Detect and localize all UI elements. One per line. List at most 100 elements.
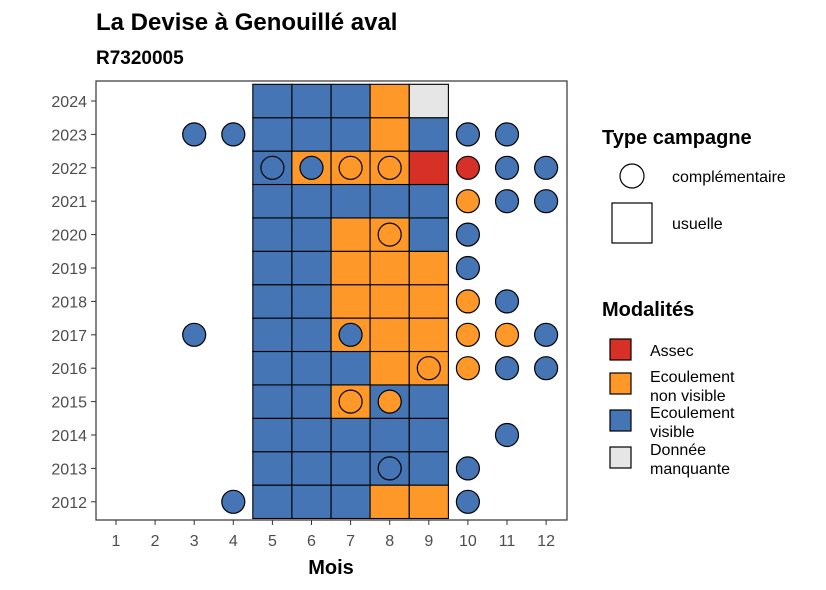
legend-type-title: Type campagne — [602, 127, 752, 149]
y-tick-label-2018: 2018 — [51, 294, 87, 311]
legend-key-ecoulement-visible — [609, 409, 632, 432]
tile-2019-5 — [252, 250, 293, 286]
point-2015-8 — [377, 389, 402, 414]
point-2020-8 — [377, 222, 402, 247]
tile-2024-8 — [369, 83, 410, 119]
tile-2014-9 — [408, 417, 449, 453]
tile-2020-6 — [291, 217, 332, 252]
legend-type-circle-key — [619, 163, 645, 189]
point-2017-10 — [455, 322, 480, 347]
point-2013-8 — [377, 456, 402, 481]
tile-2013-7 — [330, 451, 371, 486]
tile-2023-9 — [408, 117, 449, 152]
point-2016-12 — [533, 356, 559, 381]
y-tick-label-2012: 2012 — [51, 495, 87, 512]
tile-2022-9 — [408, 150, 449, 186]
tile-2012-9 — [408, 484, 449, 520]
tile-2012-7 — [330, 484, 371, 520]
point-2017-11 — [494, 322, 520, 347]
plot-panel-border — [95, 80, 568, 521]
x-axis: 1 2 3 4 5 6 7 8 9 10 11 12 — [112, 520, 555, 550]
point-2012-10 — [455, 489, 480, 514]
point-2021-11 — [494, 189, 520, 214]
tile-2019-6 — [291, 250, 332, 286]
point-2012-4 — [221, 489, 246, 514]
legend-type-label-complementaire: complémentaire — [672, 169, 786, 186]
point-2019-10 — [455, 255, 480, 281]
tile-2017-9 — [408, 317, 449, 353]
legend-type: Type campagne complémentaire usuelle — [602, 127, 786, 244]
point-2022-8 — [377, 155, 402, 180]
tile-2020-5 — [252, 217, 293, 252]
tile-2013-6 — [291, 451, 332, 486]
chart-title: La Devise à Genouillé aval — [96, 9, 397, 36]
legend-label-assec: Assec — [650, 343, 694, 360]
x-tick-label-6: 6 — [307, 533, 316, 550]
point-2022-7 — [338, 155, 363, 180]
x-tick-label-9: 9 — [424, 533, 433, 550]
legend-label-ecoulement-visible-line1: Ecoulement — [650, 405, 735, 422]
point-2023-3 — [182, 122, 207, 147]
tile-2016-8 — [369, 350, 410, 386]
tile-2013-5 — [252, 451, 293, 486]
y-tick-label-2023: 2023 — [51, 127, 87, 144]
tile-2018-8 — [369, 284, 410, 319]
tile-2012-8 — [369, 484, 410, 520]
point-2021-12 — [533, 189, 559, 214]
tile-2014-6 — [291, 417, 332, 453]
legend-key-donnee-manquante — [609, 446, 632, 469]
y-tick-label-2022: 2022 — [51, 161, 87, 178]
chart-subtitle: R7320005 — [96, 48, 184, 69]
tile-2019-7 — [330, 250, 371, 286]
tile-2018-5 — [252, 284, 293, 319]
point-2022-12 — [533, 155, 559, 180]
tile-2012-6 — [291, 484, 332, 520]
tile-2021-6 — [291, 183, 332, 219]
legend-modalites-title: Modalités — [602, 299, 694, 321]
x-tick-label-11: 11 — [499, 533, 516, 550]
x-tick-label-10: 10 — [459, 533, 477, 550]
tile-2015-6 — [291, 384, 332, 419]
tile-2017-6 — [291, 317, 332, 353]
point-2020-10 — [455, 222, 480, 247]
point-2017-12 — [533, 322, 559, 347]
tile-2014-8 — [369, 417, 410, 453]
point-2016-9 — [416, 356, 441, 381]
tile-2021-8 — [369, 183, 410, 219]
tile-2023-7 — [330, 117, 371, 152]
tile-2021-9 — [408, 183, 449, 219]
tile-2018-9 — [408, 284, 449, 319]
x-tick-label-4: 4 — [229, 533, 238, 550]
tile-2019-8 — [369, 250, 410, 286]
tile-2024-9 — [408, 83, 449, 119]
tile-2021-5 — [252, 183, 293, 219]
point-2018-10 — [455, 289, 480, 314]
tile-2014-5 — [252, 417, 293, 453]
tile-2016-5 — [252, 350, 293, 386]
tile-2018-6 — [291, 284, 332, 319]
point-2022-5 — [260, 155, 285, 180]
legend-label-donnee-manquante-line2: manquante — [650, 461, 730, 478]
point-2017-3 — [182, 322, 207, 347]
point-2016-11 — [494, 356, 520, 381]
tile-2016-7 — [330, 350, 371, 386]
y-tick-label-2014: 2014 — [51, 428, 87, 445]
y-tick-label-2019: 2019 — [51, 261, 87, 278]
x-tick-label-5: 5 — [268, 533, 277, 550]
tile-2020-7 — [330, 217, 371, 252]
tile-2024-6 — [291, 83, 332, 119]
tile-2012-5 — [252, 484, 293, 520]
legend-key-assec — [609, 338, 632, 361]
y-tick-label-2020: 2020 — [51, 228, 87, 245]
point-2013-10 — [455, 456, 480, 481]
tile-2018-7 — [330, 284, 371, 319]
point-2021-10 — [455, 189, 480, 214]
tile-2017-5 — [252, 317, 293, 353]
tile-2013-9 — [408, 451, 449, 486]
point-2022-11 — [494, 155, 520, 180]
legend-modalites: Modalités Assec Ecoulement non visible E… — [602, 299, 735, 478]
tile-2024-5 — [252, 83, 293, 119]
y-tick-label-2017: 2017 — [51, 328, 87, 345]
tile-2017-8 — [369, 317, 410, 353]
tile-2024-7 — [330, 83, 371, 119]
